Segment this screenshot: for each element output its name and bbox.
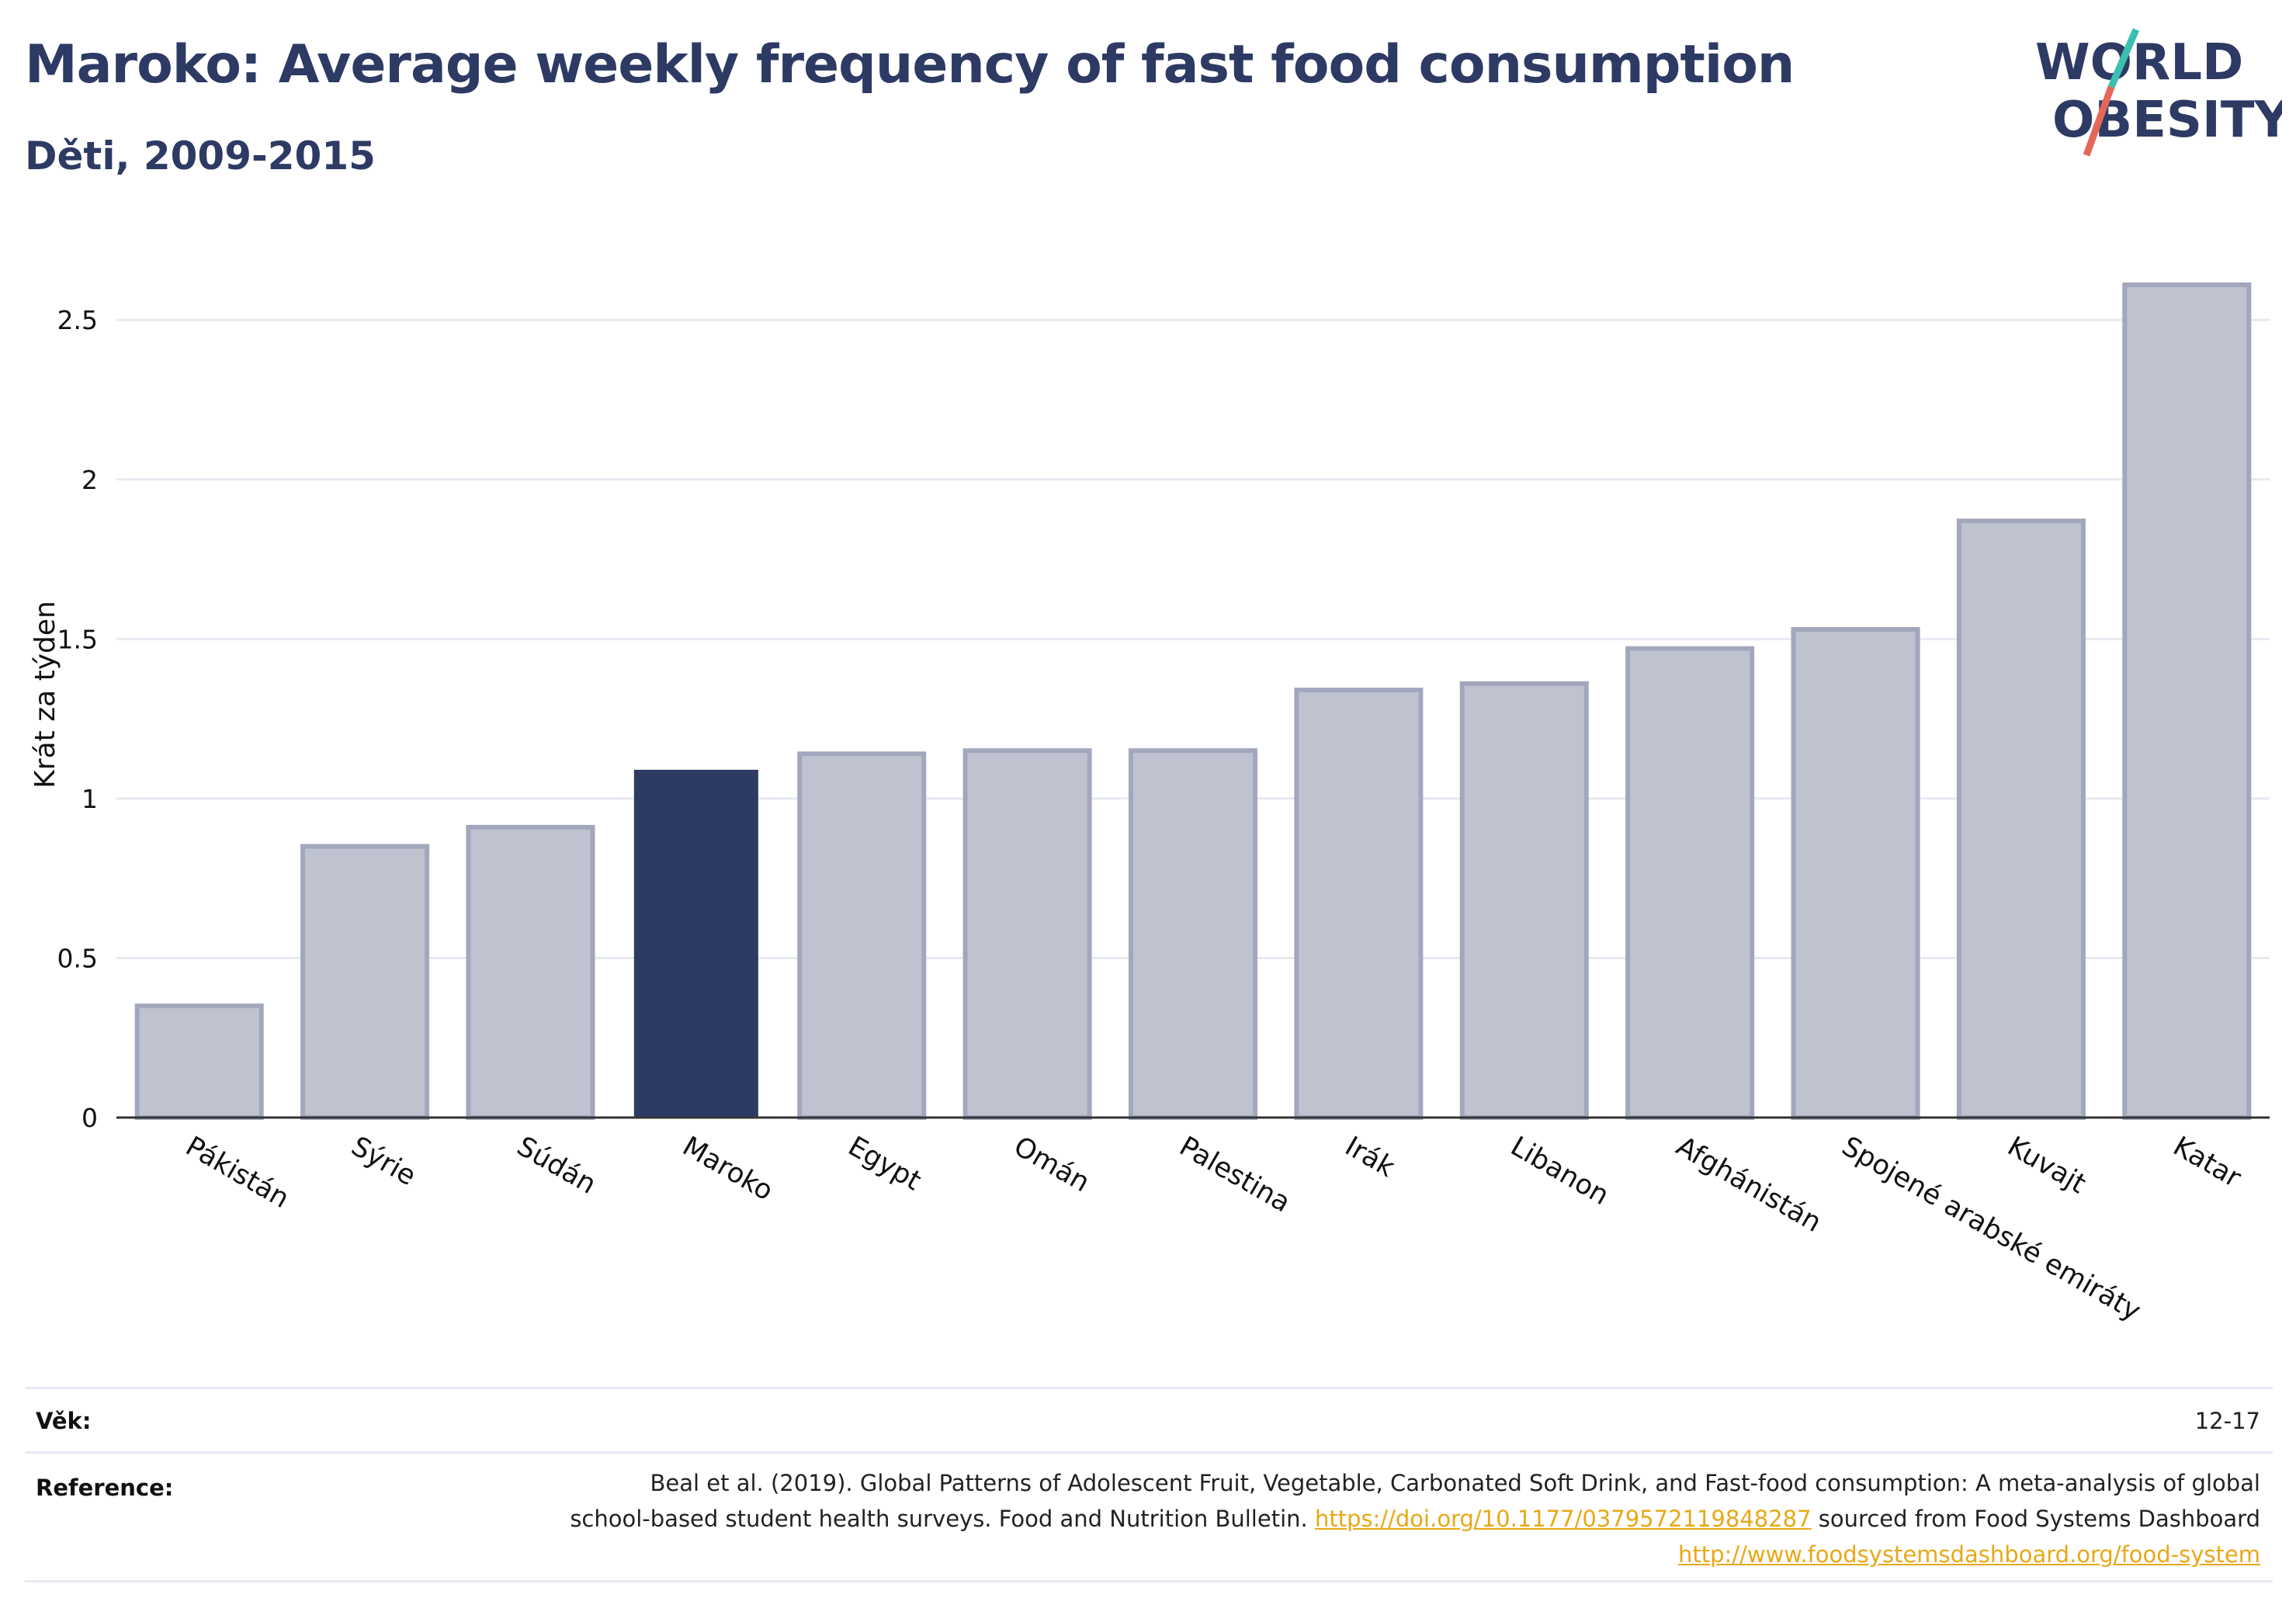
world-obesity-logo: WORLD OBESITY xyxy=(2035,28,2282,157)
y-tick-label: 2.5 xyxy=(57,305,98,335)
bar[interactable] xyxy=(1294,688,1424,1120)
x-tick-label: Spojené arabské emiráty xyxy=(1836,1131,2145,1327)
x-tick-label: Palestina xyxy=(1174,1131,1295,1218)
bar[interactable] xyxy=(633,769,758,1118)
bar[interactable] xyxy=(134,1003,264,1120)
x-tick-label: Sýrie xyxy=(346,1131,421,1192)
x-tick-labels: Pákistán Sýrie Súdán Maroko Egypt Omán Palesti… xyxy=(180,1131,2246,1327)
reference-label: Reference: xyxy=(36,1475,174,1501)
bar[interactable] xyxy=(466,824,595,1121)
reference-dashboard-link[interactable]: http://www.foodsystemsdashboard.org/food… xyxy=(1678,1541,2260,1568)
reference-source-text: sourced from Food Systems Dashboard xyxy=(1818,1506,2260,1532)
x-tick-label: Afghánistán xyxy=(1671,1131,1826,1239)
bar[interactable] xyxy=(1956,518,2086,1120)
age-value: 12-17 xyxy=(2194,1408,2260,1434)
x-tick-label: Súdán xyxy=(512,1131,601,1201)
bar[interactable] xyxy=(1459,681,1589,1120)
y-tick-label: 1.5 xyxy=(57,624,98,654)
meta-divider-middle xyxy=(25,1451,2273,1454)
x-tick-label: Katar xyxy=(2168,1131,2246,1194)
y-tick-labels: 0 0.5 1 1.5 2 2.5 xyxy=(57,305,98,1133)
y-tick-label: 1 xyxy=(82,784,98,814)
bar-chart: 0 0.5 1 1.5 2 2.5 Pákistán Sýrie Súdán Maroko Egy… xyxy=(29,282,2270,1327)
age-label: Věk: xyxy=(36,1408,92,1434)
logo-line-world: WORLD xyxy=(2035,34,2243,92)
reference-body: Beal et al. (2019). Global Patterns of A… xyxy=(570,1470,2260,1532)
logo-slash-teal xyxy=(2107,28,2140,88)
chart-title: Maroko: Average weekly frequency of fast… xyxy=(25,34,1795,95)
bar[interactable] xyxy=(2122,282,2252,1120)
reference-doi-link[interactable]: https://doi.org/10.1177/0379572119848287 xyxy=(1314,1506,1812,1532)
x-tick-label: Libanon xyxy=(1505,1131,1614,1211)
x-tick-label: Kuvajt xyxy=(2002,1131,2090,1200)
x-tick-label: Maroko xyxy=(677,1131,778,1207)
y-tick-label: 2 xyxy=(82,465,98,495)
y-axis-title: Krát za týden xyxy=(29,601,61,788)
x-tick-label: Omán xyxy=(1008,1131,1094,1198)
meta-divider-bottom xyxy=(25,1580,2273,1582)
bar[interactable] xyxy=(1128,748,1258,1120)
meta-divider-top xyxy=(25,1387,2273,1389)
bar[interactable] xyxy=(797,751,927,1120)
bar[interactable] xyxy=(1791,627,1920,1120)
bar[interactable] xyxy=(1625,646,1755,1120)
x-tick-label: Egypt xyxy=(843,1131,926,1197)
x-tick-label: Pákistán xyxy=(180,1131,294,1215)
y-tick-label: 0 xyxy=(82,1103,98,1133)
chart-subtitle: Děti, 2009-2015 xyxy=(25,133,376,178)
reference-text: Beal et al. (2019). Global Patterns of A… xyxy=(568,1465,2260,1572)
bar[interactable] xyxy=(300,844,430,1120)
bars xyxy=(134,282,2252,1121)
x-tick-label: Irák xyxy=(1340,1131,1400,1184)
y-tick-label: 0.5 xyxy=(57,943,98,973)
bar[interactable] xyxy=(962,748,1092,1120)
logo-slash-red xyxy=(2083,85,2115,157)
